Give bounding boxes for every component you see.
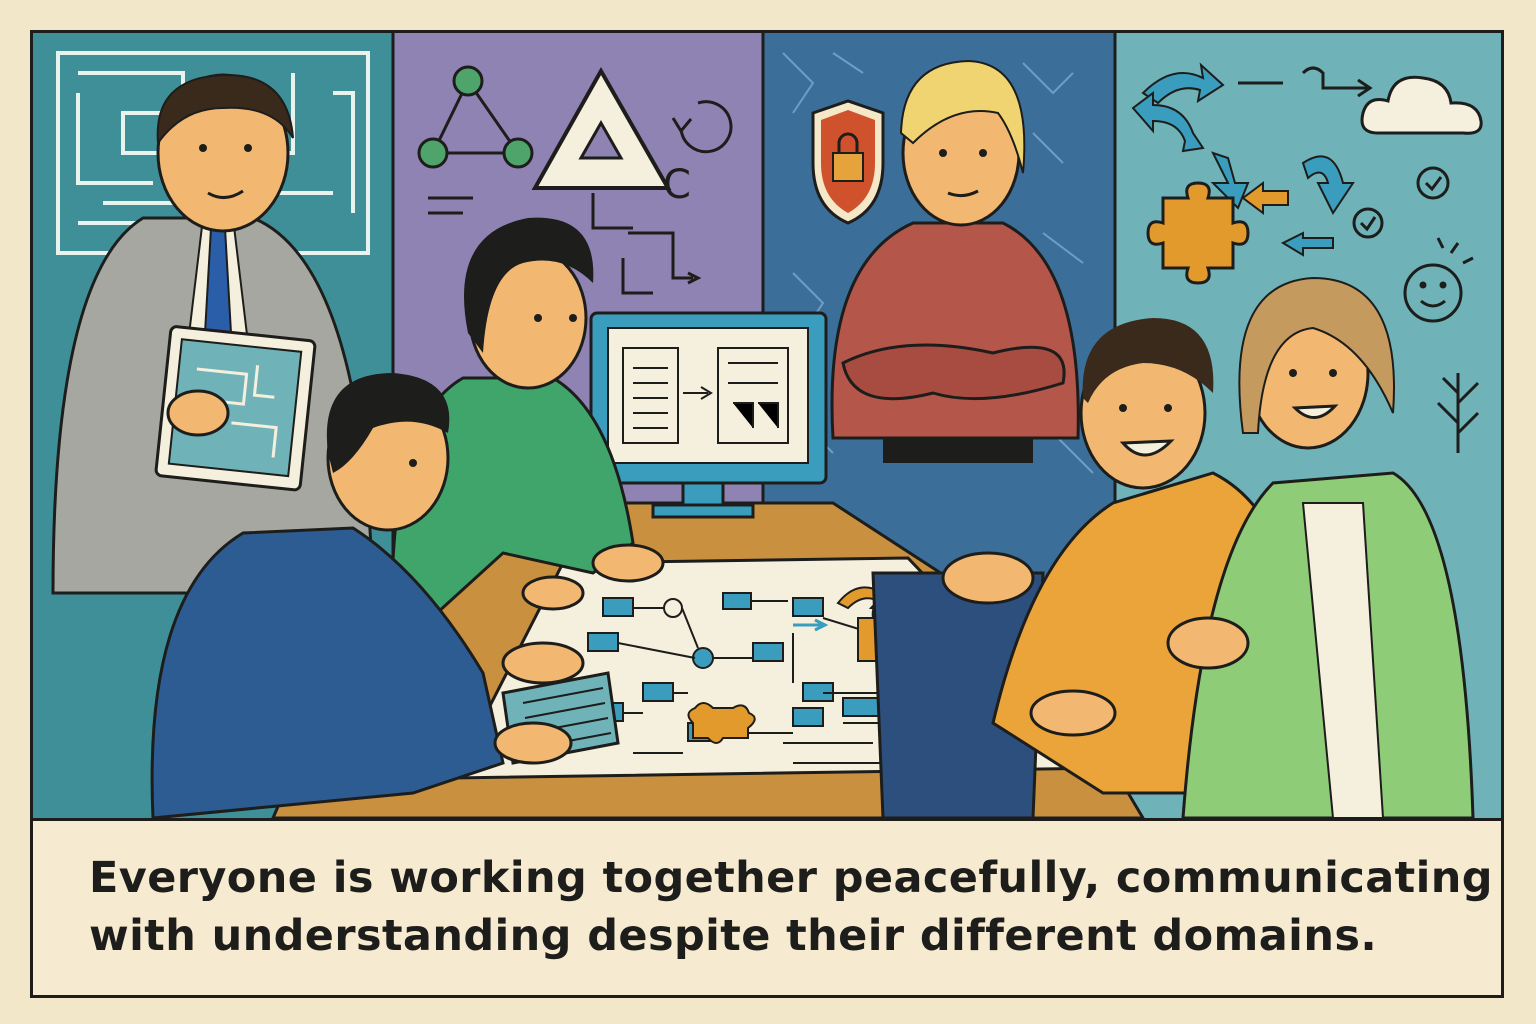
svg-text:C: C	[663, 162, 691, 208]
flowchart-lines-icon: C	[428, 162, 702, 295]
computer-monitor	[589, 311, 828, 519]
cloud-icon	[1360, 75, 1483, 135]
circular-arrow-icon	[671, 100, 733, 154]
triangle-node-graph-icon	[417, 65, 534, 169]
person-green-sweater	[390, 217, 665, 657]
plant-icon	[1436, 373, 1480, 453]
flow-arrow-lines-icon	[1238, 66, 1373, 98]
caption-text: Everyone is working together peacefully,…	[89, 849, 1493, 965]
caption-line-2: with understanding despite their differe…	[89, 911, 1378, 961]
check-circle-icon	[1352, 166, 1450, 239]
puzzle-piece-icon	[1146, 181, 1250, 285]
person-green-jacket	[1166, 276, 1475, 818]
illustration-scene: C	[33, 33, 1501, 818]
person-arms-crossed	[830, 59, 1080, 818]
caption-box: Everyone is working together peacefully,…	[33, 818, 1501, 995]
person-blue-sweater	[150, 373, 620, 818]
triangle-sign-icon	[531, 66, 672, 190]
caption-line-1: Everyone is working together peacefully,…	[89, 853, 1493, 903]
curved-arrows-icon	[1131, 62, 1355, 257]
shield-lock-icon	[811, 99, 885, 225]
person-suit-man	[51, 73, 375, 595]
smiley-face-icon	[1403, 237, 1474, 323]
